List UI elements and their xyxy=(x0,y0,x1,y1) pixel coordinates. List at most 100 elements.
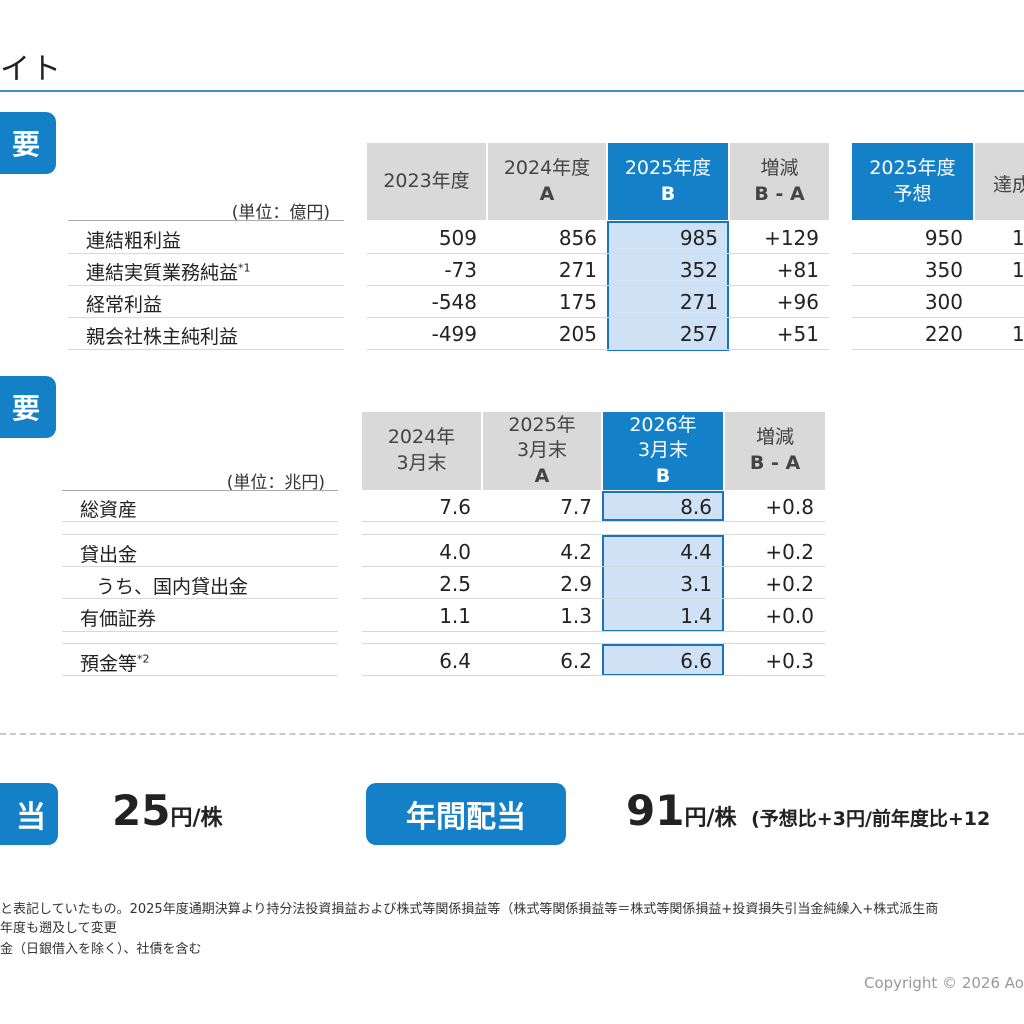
interim-dividend-tab: 当 xyxy=(0,783,58,845)
s1-cell-achievement: 1 xyxy=(1012,258,1024,282)
s2-row-divider xyxy=(362,521,825,522)
s1-header-2025: 2025年度 B xyxy=(608,143,728,220)
s1-cell-achievement: 1 xyxy=(1012,226,1024,250)
s1-cell-diff: +96 xyxy=(776,290,819,314)
s1-row-divider xyxy=(367,317,829,318)
s2-cell-2024: 4.0 xyxy=(439,540,471,564)
s2-row-divider xyxy=(62,643,338,644)
s2-row-divider xyxy=(62,566,338,567)
s2-row-divider xyxy=(362,643,825,644)
s2-row-divider xyxy=(62,521,338,522)
s1-header-2024: 2024年度 A xyxy=(488,143,606,220)
s1-cell-achievement: 1 xyxy=(1012,322,1024,346)
s1-header-2023: 2023年度 xyxy=(367,143,486,220)
s2-row-label: 総資産 xyxy=(80,499,138,521)
section1-tab: 要 xyxy=(0,112,56,174)
s1-cell-diff: +129 xyxy=(764,226,819,250)
s2-cell-2026: 8.6 xyxy=(680,495,712,519)
s2-cell-diff: +0.2 xyxy=(765,572,814,596)
s1-cell-2023: -548 xyxy=(431,290,477,314)
s1-cell-2025: 257 xyxy=(679,322,718,346)
s1-row-divider xyxy=(68,349,344,350)
s2-cell-2026: 6.6 xyxy=(680,649,712,673)
s1-cell-2024: 271 xyxy=(558,258,597,282)
s2-row-label: 預金等*2 xyxy=(80,652,150,675)
annual-dividend-tab: 年間配当 xyxy=(366,783,566,845)
s1-cell-2025: 271 xyxy=(679,290,718,314)
s1-cell-forecast: 950 xyxy=(924,226,963,250)
s1-cell-2025: 352 xyxy=(679,258,718,282)
s1-cell-diff: +51 xyxy=(776,322,819,346)
title-divider xyxy=(0,90,1024,92)
s1-cell-2023: -73 xyxy=(444,258,477,282)
section1-unit: (単位：億円) xyxy=(231,203,330,223)
s2-cell-diff: +0.8 xyxy=(765,495,814,519)
s2-cell-diff: +0.2 xyxy=(765,540,814,564)
s2-cell-2025: 2.9 xyxy=(560,572,592,596)
s2-row-label: 有価証券 xyxy=(80,608,157,630)
s2-row-divider xyxy=(362,675,825,676)
s1-cell-2023: -499 xyxy=(431,322,477,346)
section2-unit: (単位：兆円) xyxy=(226,473,325,493)
s1-cell-diff: +81 xyxy=(776,258,819,282)
s2-row-divider xyxy=(362,534,825,535)
s2-cell-2024: 6.4 xyxy=(439,649,471,673)
s2-cell-2026: 1.4 xyxy=(680,604,712,628)
s2-cell-2025: 7.7 xyxy=(560,495,592,519)
s2-header-2025: 2025年 3月末 A xyxy=(483,412,601,490)
s2-cell-diff: +0.0 xyxy=(765,604,814,628)
s2-cell-2026: 3.1 xyxy=(680,572,712,596)
s2-row-divider xyxy=(362,631,825,632)
s2-header-2024: 2024年 3月末 xyxy=(362,412,481,490)
s2-cell-2025: 1.3 xyxy=(560,604,592,628)
s1-cell-2025: 985 xyxy=(679,226,718,250)
interim-dividend-value: 25円/株 xyxy=(112,786,223,835)
s1-row-divider xyxy=(68,317,344,318)
s2-row-divider xyxy=(62,598,338,599)
s2-cell-2024: 1.1 xyxy=(439,604,471,628)
s1-row-divider xyxy=(852,349,1024,350)
copyright: Copyright © 2026 Aoz xyxy=(864,974,1024,992)
s1-row-divider xyxy=(68,285,344,286)
s1-row-divider xyxy=(367,253,829,254)
s1-cell-forecast: 300 xyxy=(924,290,963,314)
s1-cell-forecast: 220 xyxy=(924,322,963,346)
s2-header-2026: 2026年 3月末 B xyxy=(603,412,723,490)
s2-header-diff: 増減 B - A xyxy=(725,412,825,490)
s1-cell-2023: 509 xyxy=(438,226,477,250)
s1-row-label: 連結粗利益 xyxy=(86,230,182,252)
s2-row-divider xyxy=(62,534,338,535)
s2-row-divider xyxy=(62,631,338,632)
footnote: 年度も遡及して変更 xyxy=(0,921,117,936)
section1-label-rule xyxy=(68,220,344,221)
s1-row-divider xyxy=(367,349,829,350)
s1-cell-forecast: 350 xyxy=(924,258,963,282)
s2-row-label: うち、国内貸出金 xyxy=(96,576,249,598)
s1-row-label: 連結実質業務純益*1 xyxy=(86,261,251,284)
page-title: イト xyxy=(0,52,62,87)
s2-row-divider xyxy=(362,598,825,599)
section2-tab: 要 xyxy=(0,376,56,438)
footnote: と表記していたもの。2025年度通期決算より持分法投資損益および株式等関係損益等… xyxy=(0,902,939,917)
dashed-divider xyxy=(0,733,1024,735)
s1-cell-2024: 856 xyxy=(558,226,597,250)
s1-row-divider xyxy=(852,285,1024,286)
s2-highlight-loans xyxy=(602,535,724,632)
s2-row-divider xyxy=(362,566,825,567)
s1-header-achievement: 達成 xyxy=(975,143,1024,220)
s1-row-divider xyxy=(68,253,344,254)
s2-cell-2024: 2.5 xyxy=(439,572,471,596)
s1-row-label: 親会社株主純利益 xyxy=(86,326,239,348)
s1-row-divider xyxy=(852,253,1024,254)
annual-dividend-value: 91円/株 (予想比+3円/前年度比+12 xyxy=(626,786,991,835)
s1-header-diff: 増減 B - A xyxy=(730,143,829,220)
s2-row-divider xyxy=(62,675,338,676)
s2-cell-2024: 7.6 xyxy=(439,495,471,519)
s2-row-label: 貸出金 xyxy=(80,544,138,566)
s2-cell-2026: 4.4 xyxy=(680,540,712,564)
s1-header-forecast: 2025年度 予想 xyxy=(852,143,973,220)
s2-cell-2025: 6.2 xyxy=(560,649,592,673)
section2-label-rule xyxy=(62,490,338,491)
s1-cell-2024: 205 xyxy=(558,322,597,346)
footnote: 金（日銀借入を除く）、社債を含む xyxy=(0,942,202,957)
